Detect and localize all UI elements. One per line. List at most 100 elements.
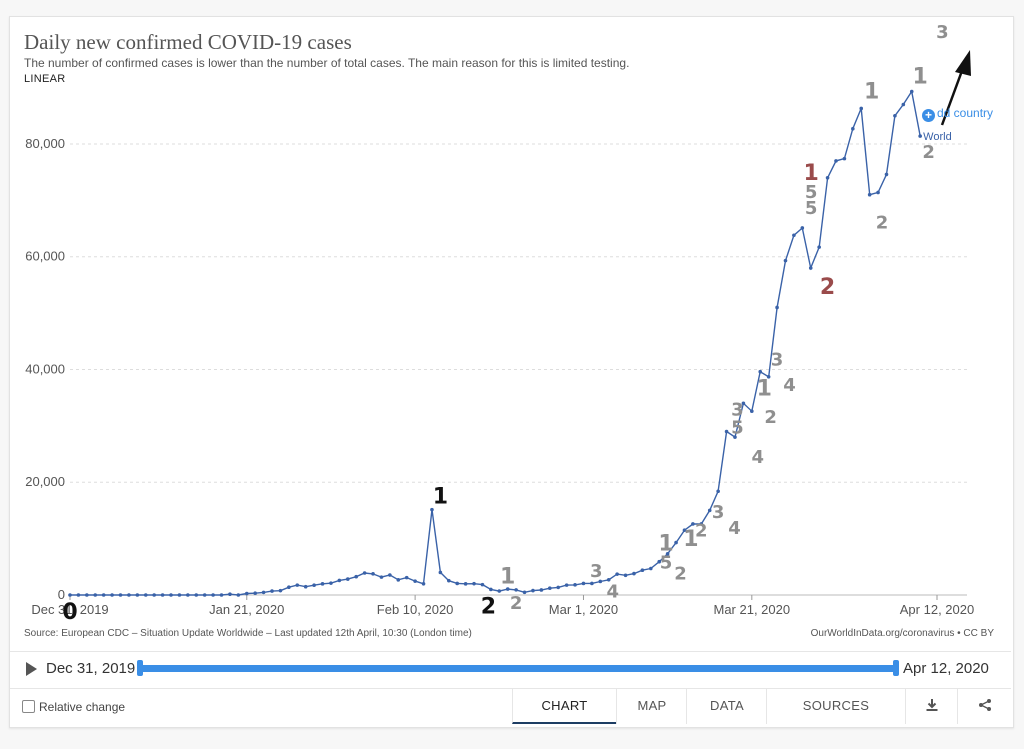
data-point bbox=[455, 581, 460, 586]
timeline-end-label: Apr 12, 2020 bbox=[903, 660, 989, 677]
data-point bbox=[674, 540, 678, 545]
tab-map[interactable]: MAP bbox=[616, 688, 687, 724]
annotation-label: 1 bbox=[433, 485, 448, 510]
annotation-label: 2 bbox=[481, 595, 496, 620]
timeline-bar: Dec 31, 2019 Apr 12, 2020 bbox=[10, 651, 1011, 689]
annotation-label: 1 bbox=[683, 527, 698, 552]
data-point bbox=[657, 559, 662, 564]
data-point bbox=[379, 575, 384, 579]
y-tick-label: 0 bbox=[58, 587, 65, 602]
data-point bbox=[783, 258, 788, 263]
data-point bbox=[901, 102, 906, 107]
scale-toggle[interactable]: LINEAR bbox=[24, 73, 66, 85]
relative-change-toggle[interactable]: Relative change bbox=[22, 700, 125, 714]
timeline-end-handle[interactable] bbox=[893, 660, 899, 676]
data-point bbox=[253, 591, 257, 595]
relative-change-checkbox[interactable] bbox=[22, 700, 35, 713]
add-country-button[interactable]: + dd country bbox=[922, 106, 993, 122]
data-point bbox=[177, 593, 182, 597]
data-point bbox=[472, 581, 476, 586]
data-point bbox=[884, 172, 889, 177]
data-point bbox=[371, 572, 375, 576]
data-point bbox=[834, 159, 838, 163]
data-point bbox=[320, 582, 325, 586]
annotation-label: 3 bbox=[712, 502, 725, 523]
data-point bbox=[312, 583, 316, 587]
tab-sources[interactable]: SOURCES bbox=[766, 688, 905, 724]
data-point bbox=[489, 587, 493, 592]
share-icon bbox=[978, 699, 991, 711]
data-point bbox=[606, 577, 611, 582]
data-point bbox=[750, 409, 754, 414]
timeline-start-label: Dec 31, 2019 bbox=[46, 660, 136, 677]
data-point bbox=[800, 226, 805, 230]
data-point bbox=[219, 593, 224, 597]
annotation-label: 5 bbox=[660, 553, 673, 574]
data-point bbox=[480, 582, 485, 587]
annotation-label: 0 bbox=[62, 600, 77, 625]
arrow-head bbox=[955, 50, 971, 76]
annotation-label: 4 bbox=[606, 581, 619, 602]
data-point bbox=[640, 568, 645, 572]
data-point bbox=[867, 192, 872, 197]
data-point bbox=[194, 593, 199, 597]
data-point bbox=[691, 522, 695, 526]
data-point bbox=[573, 583, 577, 587]
annotation-label: 4 bbox=[752, 447, 765, 468]
data-point bbox=[632, 571, 636, 576]
data-point bbox=[918, 134, 922, 138]
data-point bbox=[85, 593, 89, 597]
credit-link[interactable]: OurWorldInData.org/coronavirus • CC BY bbox=[810, 628, 994, 639]
y-tick-label: 40,000 bbox=[25, 361, 65, 376]
data-point bbox=[514, 588, 518, 592]
data-point bbox=[766, 375, 771, 379]
data-point bbox=[438, 570, 443, 575]
data-point bbox=[758, 369, 763, 374]
share-button[interactable] bbox=[957, 688, 1011, 724]
data-point bbox=[699, 522, 704, 526]
y-tick-label: 60,000 bbox=[25, 249, 65, 264]
data-point bbox=[775, 305, 779, 310]
annotation-label: 2 bbox=[674, 564, 687, 585]
tab-chart[interactable]: CHART bbox=[512, 688, 616, 724]
data-point bbox=[337, 578, 342, 583]
play-icon[interactable] bbox=[26, 662, 37, 676]
annotation-label: 1 bbox=[913, 65, 928, 90]
data-point bbox=[118, 593, 123, 597]
data-point bbox=[893, 113, 897, 118]
x-tick-label: Mar 1, 2020 bbox=[549, 602, 618, 617]
data-point bbox=[522, 590, 527, 595]
y-tick-label: 80,000 bbox=[25, 136, 65, 151]
x-tick-label: Feb 10, 2020 bbox=[377, 602, 454, 617]
source-note: Source: European CDC – Situation Update … bbox=[24, 628, 472, 639]
data-point bbox=[287, 585, 291, 590]
timeline-start-handle[interactable] bbox=[137, 660, 143, 676]
timeline-track[interactable] bbox=[140, 665, 896, 672]
annotation-label: 3 bbox=[771, 350, 784, 371]
annotation-label: 3 bbox=[936, 22, 949, 43]
data-point bbox=[261, 590, 266, 595]
annotation-label: 2 bbox=[764, 407, 777, 428]
data-point bbox=[110, 593, 114, 597]
chart-title: Daily new confirmed COVID-19 cases bbox=[24, 30, 352, 54]
data-point bbox=[859, 106, 864, 111]
data-point bbox=[590, 581, 594, 586]
annotation-label: 3 bbox=[590, 561, 603, 582]
annotation-label: 1 bbox=[803, 161, 818, 186]
data-point bbox=[68, 593, 72, 597]
data-point bbox=[228, 592, 232, 597]
data-point bbox=[421, 581, 426, 586]
data-point bbox=[76, 593, 81, 597]
data-point bbox=[497, 589, 502, 593]
tab-data[interactable]: DATA bbox=[686, 688, 767, 724]
series-points: World bbox=[68, 89, 952, 597]
download-button[interactable] bbox=[905, 688, 958, 724]
data-point bbox=[362, 571, 367, 575]
data-point bbox=[396, 578, 401, 582]
annotation-label: 1 bbox=[500, 564, 515, 589]
data-point bbox=[244, 591, 249, 596]
arrow-annotation bbox=[940, 50, 971, 126]
controls-footer: Relative change CHART MAP DATA SOURCES bbox=[10, 688, 1011, 726]
data-point bbox=[615, 572, 619, 576]
